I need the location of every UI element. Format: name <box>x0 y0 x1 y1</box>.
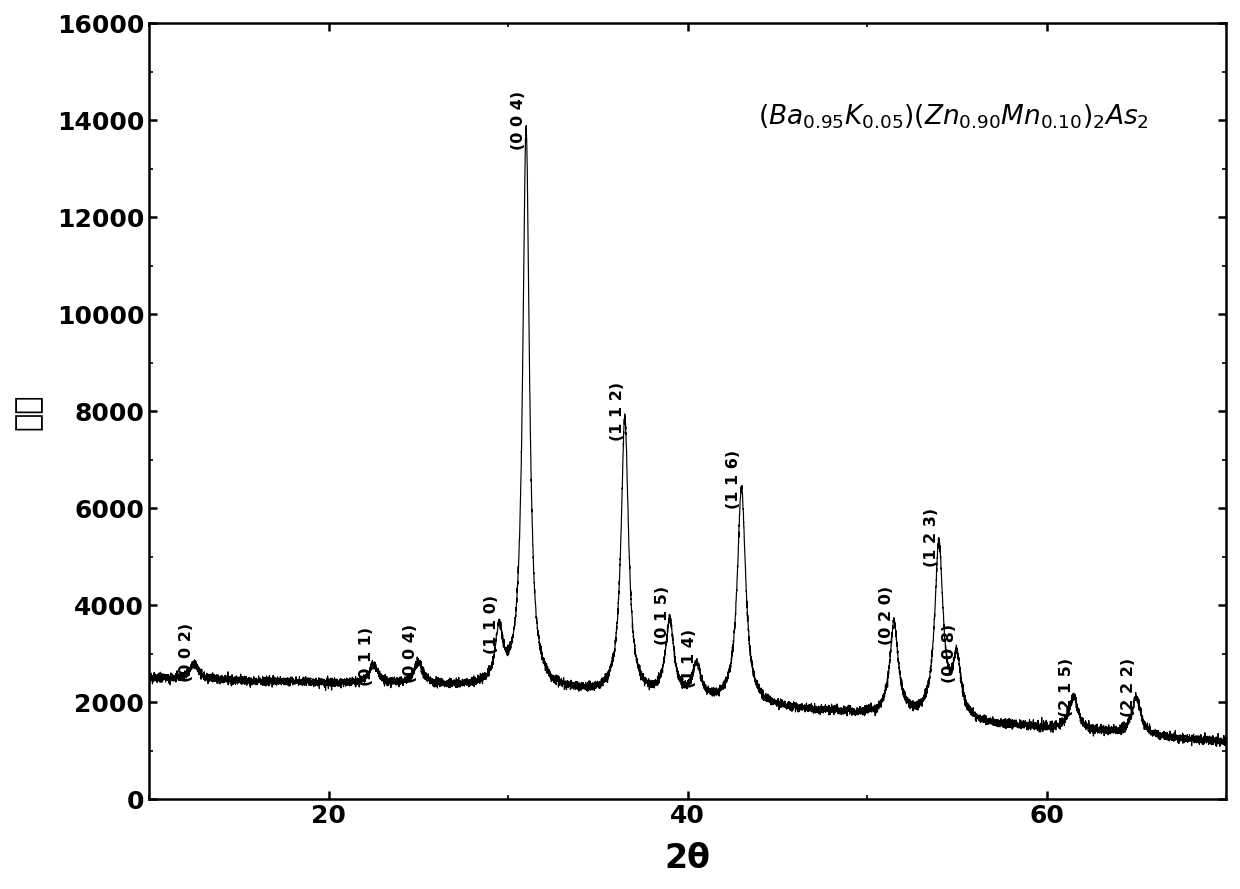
Text: (0 2 0): (0 2 0) <box>879 586 894 645</box>
Text: (1 1 4): (1 1 4) <box>682 629 697 688</box>
X-axis label: 2θ: 2θ <box>665 842 711 875</box>
Text: (2 1 5): (2 1 5) <box>1059 658 1074 717</box>
Text: (0 0 2): (0 0 2) <box>179 623 193 683</box>
Text: (1 2 3): (1 2 3) <box>924 508 939 567</box>
Text: (0 1 1): (0 1 1) <box>358 627 373 685</box>
Text: (0 1 5): (0 1 5) <box>655 586 670 645</box>
Text: (2 2 2): (2 2 2) <box>1121 658 1136 717</box>
Text: (0 0 4): (0 0 4) <box>403 624 418 684</box>
Text: (1 1 2): (1 1 2) <box>610 381 625 441</box>
Text: (1 1 6): (1 1 6) <box>727 450 742 509</box>
Text: $(Ba_{0.95}K_{0.05})(Zn_{0.90}Mn_{0.10})_2As_2$: $(Ba_{0.95}K_{0.05})(Zn_{0.90}Mn_{0.10})… <box>758 102 1148 131</box>
Text: (1 1 0): (1 1 0) <box>484 596 500 654</box>
Y-axis label: 强度: 强度 <box>14 393 43 429</box>
Text: (0 0 8): (0 0 8) <box>942 624 957 684</box>
Text: (0 0 4): (0 0 4) <box>511 91 526 150</box>
